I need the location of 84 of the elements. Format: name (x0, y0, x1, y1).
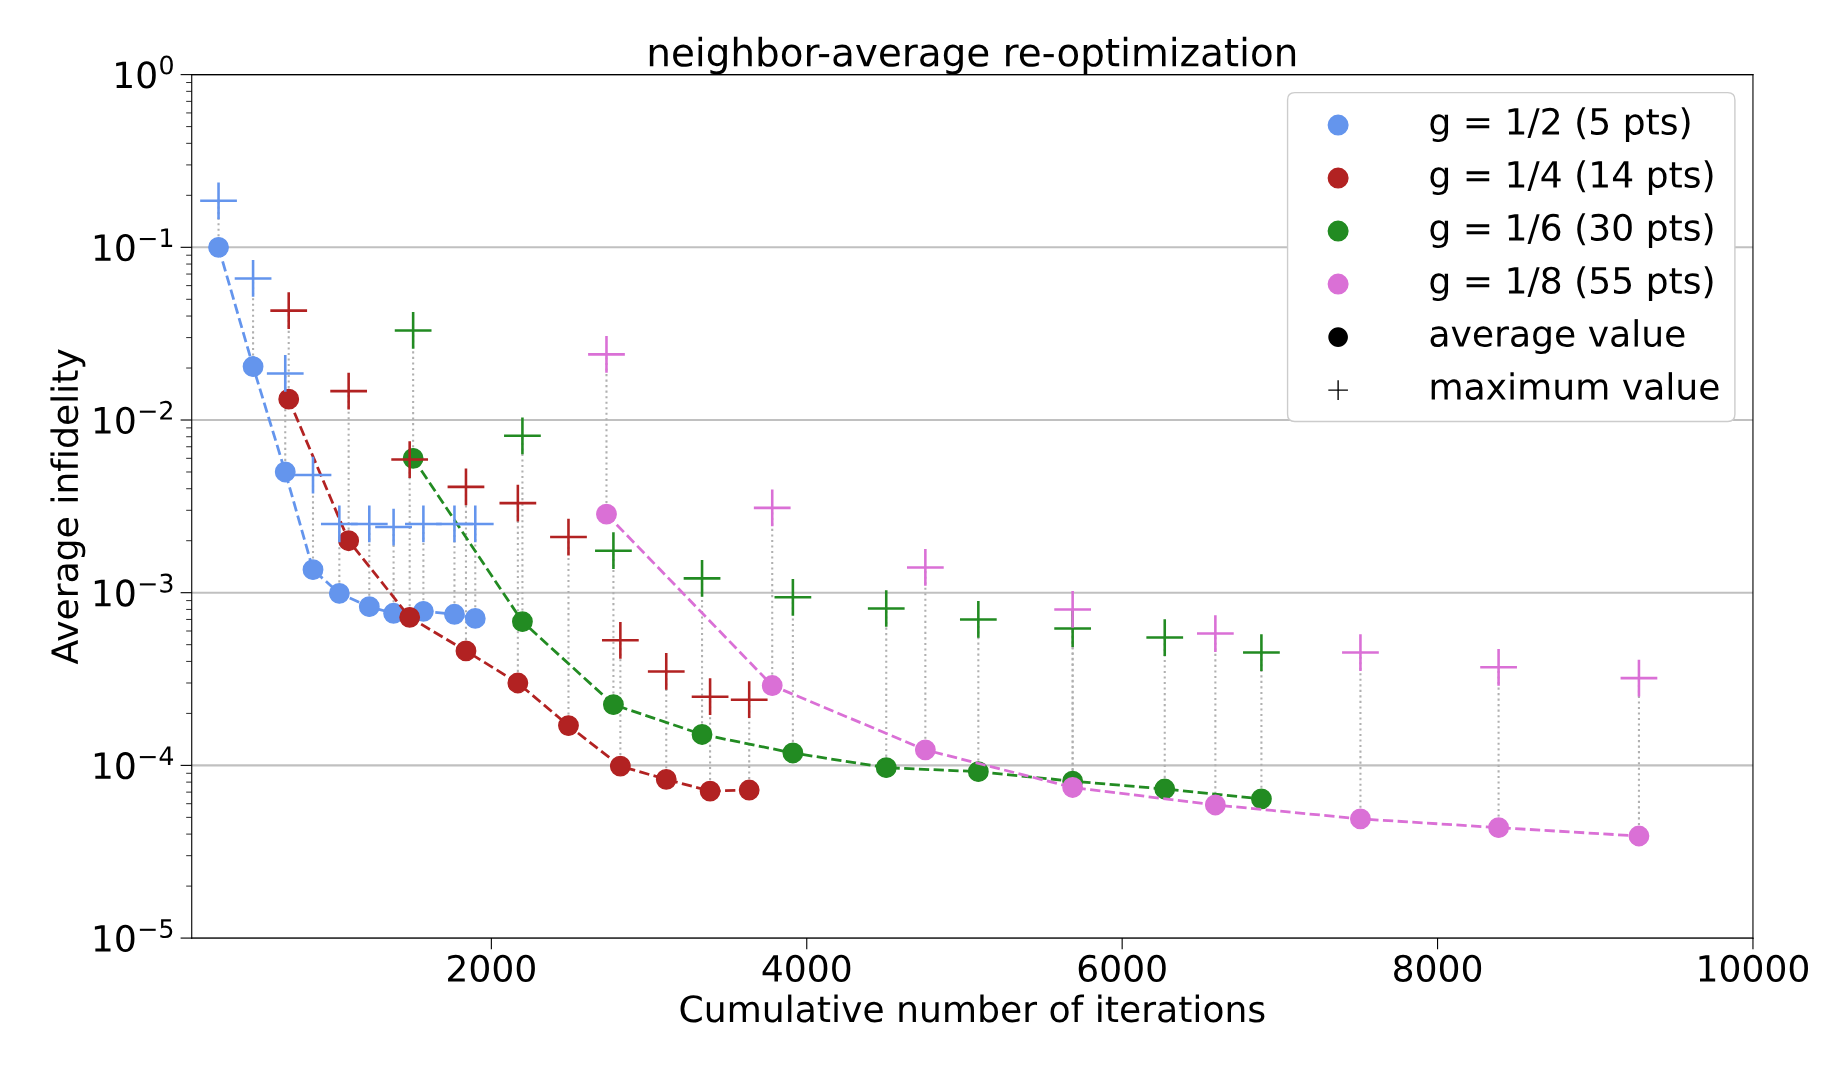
point (328, 583, 350, 604)
point (242, 356, 264, 377)
point (464, 607, 486, 629)
point (655, 768, 677, 790)
x-tick-label: 2000 (448, 954, 535, 982)
point (730, 681, 768, 719)
point (1250, 788, 1272, 810)
point (507, 672, 529, 694)
y-tick-label: 10$^{0}$ (116, 55, 173, 89)
chart-title: neighbor-average re-optimization (649, 36, 1296, 75)
x-axis-title: Cumulative number of iterations (680, 994, 1265, 1023)
point (391, 441, 429, 478)
y-tick-label: 10$^{−2}$ (94, 400, 172, 434)
point (774, 578, 812, 616)
point (208, 236, 229, 258)
point (266, 355, 304, 392)
point (455, 640, 477, 662)
point (691, 678, 729, 716)
point (1196, 615, 1234, 652)
point (350, 505, 388, 543)
x-tick-label: 10000 (1699, 954, 1808, 982)
point (358, 596, 380, 618)
point (603, 694, 624, 715)
point (588, 335, 625, 373)
y-axis-title: Average infidelity (50, 349, 86, 665)
legend-label: g = 1/4 (14 pts) (1430, 160, 1713, 196)
point (1480, 648, 1517, 686)
point (1243, 634, 1280, 671)
point (270, 292, 308, 329)
point (595, 532, 632, 570)
point (399, 606, 421, 628)
point (330, 372, 368, 410)
point (967, 761, 989, 783)
y-tick-label: 10$^{−1}$ (94, 228, 173, 262)
x-tick-label: 4000 (762, 954, 851, 982)
point (550, 518, 587, 556)
y-tick-label: 10$^{−3}$ (94, 573, 173, 607)
point (738, 779, 760, 801)
point (274, 461, 296, 483)
legend-label: maximum value (1431, 372, 1719, 401)
y-tick-label: 10$^{−4}$ (94, 746, 174, 780)
point (394, 312, 432, 349)
point (1342, 634, 1379, 671)
point (1146, 619, 1184, 656)
point (1628, 825, 1650, 847)
legend-label: g = 1/6 (30 pts) (1430, 213, 1713, 249)
point (691, 724, 713, 745)
point (875, 757, 897, 779)
point (596, 503, 617, 525)
point (647, 653, 685, 690)
point (609, 755, 631, 777)
point (558, 715, 579, 737)
point (234, 260, 272, 297)
point (302, 559, 324, 581)
point (200, 182, 237, 220)
point (1350, 808, 1371, 830)
point (683, 560, 721, 597)
point (914, 739, 936, 761)
point (782, 742, 804, 764)
point (1054, 591, 1092, 628)
point (375, 508, 412, 546)
x-tick-label: 6000 (1078, 954, 1166, 982)
point (867, 590, 905, 627)
point (601, 621, 639, 659)
legend-label: average value (1430, 319, 1685, 355)
point (1154, 778, 1176, 800)
point (959, 601, 997, 638)
point (699, 780, 721, 802)
point (278, 388, 300, 410)
point (456, 505, 494, 543)
legend-label: g = 1/2 (5 pts) (1430, 107, 1690, 143)
point (1488, 817, 1510, 839)
point (1204, 794, 1226, 816)
x-tick-label: 8000 (1394, 954, 1482, 982)
point (753, 489, 791, 527)
point (761, 675, 783, 696)
point (906, 549, 944, 586)
point (444, 603, 465, 625)
y-tick-label: 10$^{−5}$ (94, 919, 173, 953)
point (512, 611, 533, 633)
point (504, 417, 541, 455)
point (338, 530, 360, 552)
point (1062, 777, 1084, 798)
legend-label: g = 1/8 (55 pts) (1430, 266, 1713, 302)
